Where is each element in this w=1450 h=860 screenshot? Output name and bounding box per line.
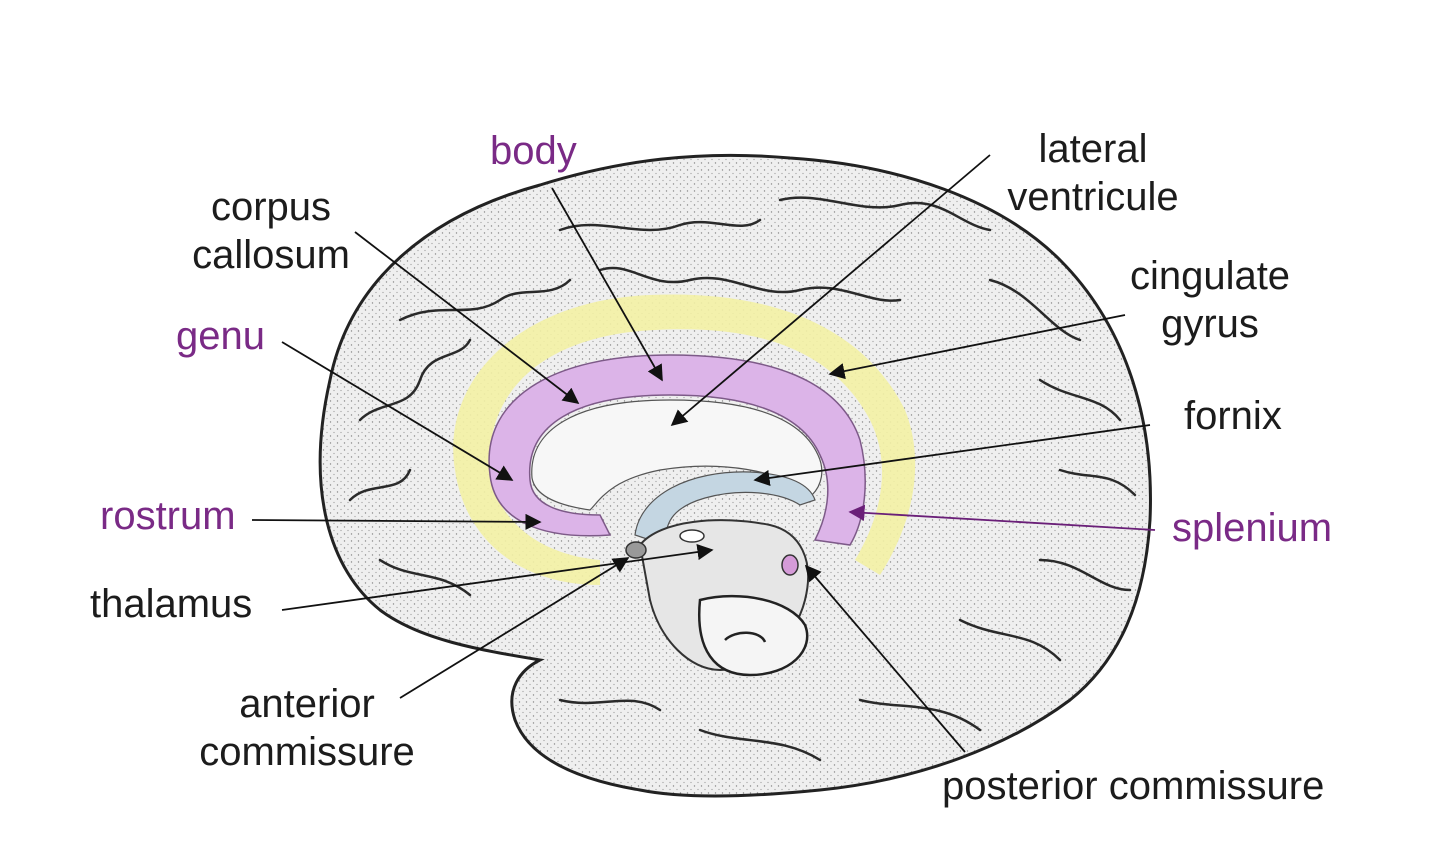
label-anterior-commissure-line2: commissure (199, 730, 415, 774)
posterior-commissure-dot (781, 554, 799, 576)
label-splenium: splenium (1172, 506, 1333, 550)
leader-body (551, 187, 663, 382)
fornix-region (634, 471, 816, 546)
label-lateral-ventricule-line2: ventricule (1007, 175, 1179, 219)
cingulate-gyrus-region (453, 294, 916, 585)
label-anterior-commissure: anterior commissure (192, 680, 422, 776)
label-cingulate-gyrus-line2: gyrus (1161, 302, 1259, 346)
leader-rostrum (251, 513, 542, 530)
corpus-callosum-region (488, 354, 866, 546)
label-posterior-commissure: posterior commissure (942, 764, 1325, 808)
leader-posterior-commissure (804, 564, 966, 753)
leader-thalamus (281, 543, 714, 611)
anterior-commissure-dot (625, 541, 647, 559)
leader-cingulate-gyrus (828, 314, 1126, 380)
label-anterior-commissure-line1: anterior (239, 682, 375, 726)
gyri-folds (348, 196, 1137, 762)
label-rostrum: rostrum (100, 494, 236, 538)
label-genu: genu (176, 314, 265, 358)
leader-lines (251, 154, 1156, 753)
label-corpus-callosum-line1: corpus (210, 185, 332, 229)
label-thalamus: thalamus (90, 582, 253, 626)
pons-region (697, 594, 809, 677)
leader-corpus-callosum (354, 231, 580, 404)
label-lateral-ventricule: lateral ventricule (1000, 125, 1186, 221)
label-body: body (490, 129, 577, 173)
label-fornix: fornix (1184, 394, 1282, 438)
leader-anterior-commissure (399, 557, 630, 699)
leader-splenium (848, 504, 1156, 531)
lateral-ventricle-region (531, 399, 823, 511)
label-lateral-ventricule-line1: lateral (1038, 127, 1148, 171)
label-cingulate-gyrus-line1: cingulate (1129, 254, 1291, 298)
leader-genu (281, 341, 514, 481)
leader-lateral-ventricule (670, 154, 991, 427)
label-corpus-callosum-line2: callosum (192, 233, 350, 277)
leader-fornix (753, 424, 1151, 487)
label-corpus-callosum: corpus callosum (188, 183, 354, 279)
label-cingulate-gyrus: cingulate gyrus (1122, 252, 1298, 348)
